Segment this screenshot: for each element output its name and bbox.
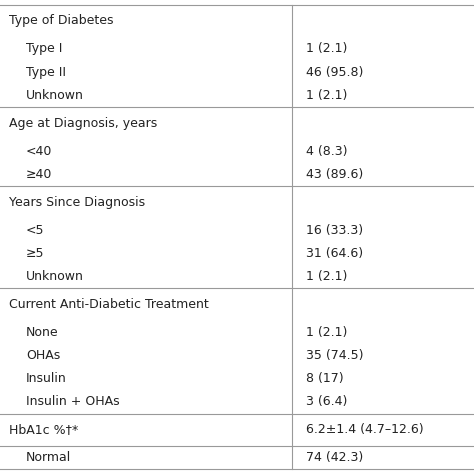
Text: 4 (8.3): 4 (8.3) xyxy=(306,145,347,157)
Text: Current Anti-Diabetic Treatment: Current Anti-Diabetic Treatment xyxy=(9,298,208,311)
Text: ≥5: ≥5 xyxy=(26,247,45,260)
Text: Normal: Normal xyxy=(26,451,71,464)
Text: 8 (17): 8 (17) xyxy=(306,372,343,385)
Text: ≥40: ≥40 xyxy=(26,168,53,181)
Text: Insulin: Insulin xyxy=(26,372,67,385)
Text: 31 (64.6): 31 (64.6) xyxy=(306,247,363,260)
Text: Unknown: Unknown xyxy=(26,89,84,102)
Text: 6.2±1.4 (4.7–12.6): 6.2±1.4 (4.7–12.6) xyxy=(306,423,423,436)
Text: Type II: Type II xyxy=(26,65,66,79)
Text: 16 (33.3): 16 (33.3) xyxy=(306,224,363,237)
Text: <40: <40 xyxy=(26,145,53,157)
Text: 74 (42.3): 74 (42.3) xyxy=(306,451,363,464)
Text: 1 (2.1): 1 (2.1) xyxy=(306,326,347,339)
Text: 1 (2.1): 1 (2.1) xyxy=(306,270,347,283)
Text: 3 (6.4): 3 (6.4) xyxy=(306,395,347,409)
Text: Unknown: Unknown xyxy=(26,270,84,283)
Text: 1 (2.1): 1 (2.1) xyxy=(306,89,347,102)
Text: Type of Diabetes: Type of Diabetes xyxy=(9,15,113,27)
Text: Age at Diagnosis, years: Age at Diagnosis, years xyxy=(9,117,157,130)
Text: 35 (74.5): 35 (74.5) xyxy=(306,349,363,362)
Text: Years Since Diagnosis: Years Since Diagnosis xyxy=(9,196,145,209)
Text: OHAs: OHAs xyxy=(26,349,60,362)
Text: 1 (2.1): 1 (2.1) xyxy=(306,42,347,55)
Text: Type I: Type I xyxy=(26,42,63,55)
Text: <5: <5 xyxy=(26,224,45,237)
Text: HbA1c %†*: HbA1c %†* xyxy=(9,423,78,436)
Text: Insulin + OHAs: Insulin + OHAs xyxy=(26,395,120,409)
Text: None: None xyxy=(26,326,59,339)
Text: 43 (89.6): 43 (89.6) xyxy=(306,168,363,181)
Text: 46 (95.8): 46 (95.8) xyxy=(306,65,363,79)
